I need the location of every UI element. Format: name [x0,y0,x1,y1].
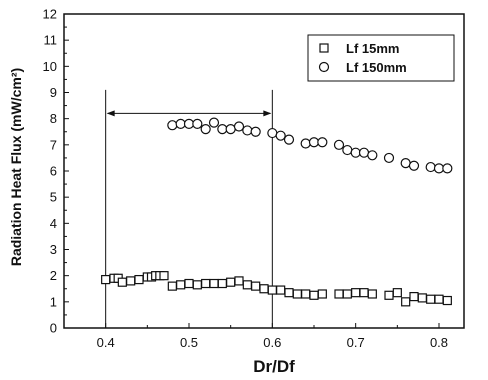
data-point-lf-15mm [209,278,219,289]
data-point-lf-150mm [167,120,178,131]
data-point-lf-15mm [359,288,369,298]
data-point-lf-150mm [175,118,186,130]
y-tick-label: 4 [50,216,57,231]
y-tick-label: 3 [50,242,57,257]
data-point-lf-15mm [134,274,144,285]
data-point-lf-150mm [275,130,286,141]
y-tick-label: 9 [50,85,57,100]
data-point-lf-150mm [367,150,378,161]
data-point-lf-15mm [117,277,127,287]
legend: Lf 15mm Lf 150mm [307,34,455,82]
data-point-lf-15mm [251,281,261,291]
data-point-lf-15mm [259,284,269,294]
data-point-lf-15mm [167,281,177,291]
y-tick-label: 10 [43,59,57,74]
data-point-lf-15mm [284,288,294,298]
data-point-lf-150mm [408,160,420,171]
x-tick-label: 0.6 [263,335,281,350]
x-tick-label: 0.7 [347,335,365,350]
y-tick-label: 6 [50,164,57,179]
data-point-lf-15mm [309,290,319,300]
x-tick-label: 0.4 [97,335,115,350]
data-point-lf-15mm [226,277,236,287]
data-point-lf-15mm [342,289,352,299]
legend-marker-circle [318,61,330,73]
data-point-lf-150mm [333,139,345,150]
data-point-lf-150mm [208,117,220,128]
data-point-lf-15mm [292,289,302,299]
data-point-lf-150mm [192,118,203,130]
y-tick-label: 0 [50,321,57,336]
data-point-lf-15mm [426,294,436,304]
legend-label: Lf 150mm [346,60,407,75]
data-point-lf-15mm [334,289,344,299]
legend-marker-square [319,43,329,53]
x-axis-title: Dr/Df [253,357,295,376]
data-point-lf-15mm [384,290,394,300]
data-point-lf-15mm [417,293,427,303]
data-point-lf-15mm [101,274,111,285]
y-tick-label: 2 [50,268,57,283]
data-point-lf-15mm [392,288,402,298]
data-point-lf-150mm [442,163,453,174]
y-tick-label: 1 [50,294,57,309]
data-point-lf-15mm [217,278,227,289]
data-point-lf-15mm [276,285,286,295]
data-point-lf-15mm [201,278,211,289]
data-point-lf-150mm [383,152,395,164]
data-point-lf-15mm [409,292,419,302]
data-point-lf-15mm [434,294,444,304]
data-point-lf-150mm [200,124,211,135]
y-tick-label: 5 [50,190,57,205]
data-point-lf-15mm [401,297,411,307]
y-axis-title: Radiation Heat Flux (mW/cm²) [8,68,24,266]
data-point-lf-15mm [301,289,311,299]
data-point-lf-15mm [234,276,244,286]
data-point-lf-15mm [367,289,377,299]
data-point-lf-150mm [342,144,353,156]
data-point-lf-150mm [433,163,445,174]
data-point-lf-150mm [183,118,195,130]
data-point-lf-15mm [442,295,452,306]
legend-label: Lf 15mm [346,41,399,56]
data-point-lf-15mm [317,289,327,299]
data-point-lf-15mm [351,288,361,298]
data-point-lf-150mm [317,137,328,148]
data-point-lf-15mm [126,276,136,286]
y-tick-label: 11 [44,33,58,48]
data-point-lf-150mm [233,121,245,132]
data-point-lf-150mm [217,124,228,135]
data-point-lf-15mm [242,280,252,290]
x-tick-label: 0.8 [430,335,448,350]
legend-box [307,34,455,82]
data-point-lf-150mm [225,124,236,135]
data-point-lf-150mm [308,137,320,148]
data-point-lf-150mm [250,126,261,137]
y-tick-label: 12 [43,7,57,22]
data-point-lf-150mm [283,134,295,145]
data-point-lf-15mm [176,280,186,290]
x-tick-label: 0.5 [180,335,198,350]
data-point-lf-150mm [267,127,278,139]
bracket-arrow-right [263,110,272,117]
y-tick-label: 8 [50,111,57,126]
data-point-lf-150mm [358,147,370,158]
data-point-lf-15mm [159,271,169,281]
data-point-lf-15mm [267,285,277,295]
data-point-lf-15mm [192,280,202,290]
data-point-lf-150mm [425,161,436,173]
data-point-lf-150mm [350,147,361,158]
data-point-lf-15mm [184,278,194,289]
data-point-lf-150mm [300,138,311,149]
data-point-lf-150mm [242,125,253,136]
marks-layer [101,117,453,307]
y-tick-label: 7 [50,137,57,152]
data-point-lf-150mm [400,158,411,169]
bracket-arrow-left [106,110,115,117]
